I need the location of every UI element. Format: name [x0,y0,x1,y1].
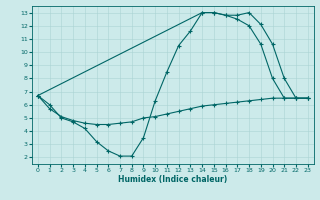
X-axis label: Humidex (Indice chaleur): Humidex (Indice chaleur) [118,175,228,184]
